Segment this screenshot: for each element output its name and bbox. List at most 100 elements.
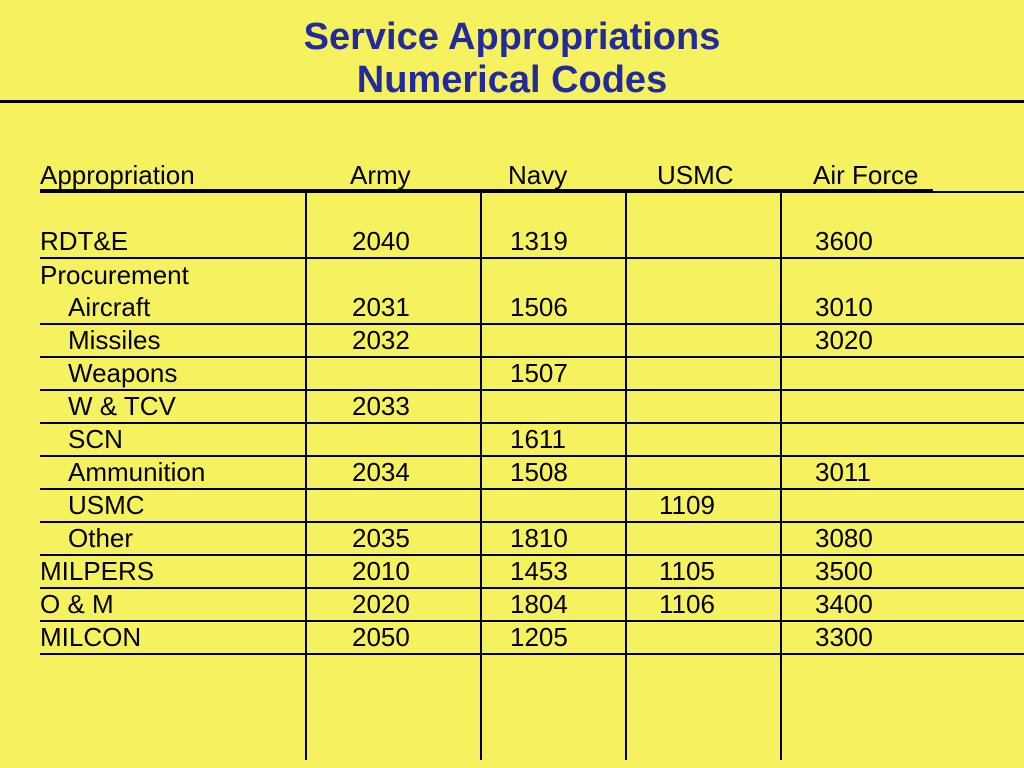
airforce-value-cell <box>780 259 1024 292</box>
table-row: O & M 2020 1804 1106 3400 <box>40 589 1024 622</box>
appropriation-label-cell: Other <box>68 523 134 553</box>
army-value-cell: 2031 <box>305 292 480 323</box>
empty-cell <box>625 655 780 760</box>
usmc-value-cell <box>625 292 780 323</box>
empty-cell <box>480 193 625 226</box>
army-value-cell <box>305 358 480 389</box>
navy-value-cell: 1506 <box>480 292 625 323</box>
usmc-value-cell <box>625 226 780 257</box>
table-row: W & TCV 2033 <box>40 391 1024 424</box>
appropriation-label-cell: RDT&E <box>40 226 129 256</box>
usmc-value-cell <box>625 259 780 292</box>
army-value-cell: 2035 <box>305 523 480 554</box>
table-spacer-row <box>40 655 1024 760</box>
empty-cell <box>780 655 1024 760</box>
army-value-cell: 2020 <box>305 589 480 620</box>
slide-title-line1: Service Appropriations <box>303 16 721 58</box>
table-row: SCN 1611 <box>40 424 1024 457</box>
navy-value-cell <box>480 391 625 422</box>
table-row: Procurement <box>40 259 1024 292</box>
airforce-value-cell: 3400 <box>780 589 1024 620</box>
empty-cell <box>40 193 305 226</box>
appropriation-label-cell: O & M <box>40 589 114 619</box>
usmc-value-cell <box>625 457 780 488</box>
slide-title-line2: Numerical Codes <box>356 58 668 101</box>
navy-value-cell: 1205 <box>480 622 625 653</box>
airforce-value-cell <box>780 358 1024 389</box>
army-value-cell: 2033 <box>305 391 480 422</box>
appropriation-label-cell: SCN <box>68 424 123 454</box>
table-row: Ammunition 2034 1508 3011 <box>40 457 1024 490</box>
table-row: Missiles 2032 3020 <box>40 325 1024 358</box>
header-airforce: Air Force <box>813 160 919 190</box>
table-body: RDT&E 2040 1319 3600 Procurement Aircraf… <box>40 226 1024 655</box>
army-value-cell <box>305 259 480 292</box>
airforce-value-cell: 3600 <box>780 226 1024 257</box>
appropriation-label-cell: USMC <box>68 490 145 520</box>
empty-cell <box>480 655 625 760</box>
airforce-value-cell <box>780 424 1024 455</box>
table-row: USMC 1109 <box>40 490 1024 523</box>
navy-value-cell: 1319 <box>480 226 625 257</box>
army-value-cell: 2050 <box>305 622 480 653</box>
empty-cell <box>305 193 480 226</box>
table-spacer-row <box>40 193 1024 226</box>
empty-cell <box>780 193 1024 226</box>
slide-title: Service Appropriations Numerical Codes <box>0 16 1024 101</box>
army-value-cell: 2040 <box>305 226 480 257</box>
appropriation-label-cell: W & TCV <box>68 391 176 421</box>
empty-cell <box>305 655 480 760</box>
navy-value-cell: 1804 <box>480 589 625 620</box>
empty-cell <box>40 655 305 760</box>
airforce-value-cell: 3300 <box>780 622 1024 653</box>
usmc-value-cell: 1105 <box>625 556 780 587</box>
navy-value-cell: 1453 <box>480 556 625 587</box>
navy-value-cell <box>480 490 625 521</box>
appropriations-table: Appropriation Army Navy USMC Air Force R… <box>40 160 1024 760</box>
table-row: Other 2035 1810 3080 <box>40 523 1024 556</box>
usmc-value-cell <box>625 358 780 389</box>
appropriation-label-cell: Aircraft <box>68 292 151 322</box>
usmc-value-cell <box>625 325 780 356</box>
appropriation-label-cell: Procurement <box>40 260 189 290</box>
usmc-value-cell <box>625 391 780 422</box>
table-header-row: Appropriation Army Navy USMC Air Force <box>40 160 1024 193</box>
header-army: Army <box>350 160 411 190</box>
header-usmc: USMC <box>657 160 734 190</box>
army-value-cell: 2032 <box>305 325 480 356</box>
header-underline <box>40 189 933 191</box>
army-value-cell <box>305 490 480 521</box>
appropriation-label-cell: Ammunition <box>68 457 206 487</box>
navy-value-cell <box>480 325 625 356</box>
army-value-cell: 2034 <box>305 457 480 488</box>
airforce-value-cell: 3500 <box>780 556 1024 587</box>
table-row: MILPERS 2010 1453 1105 3500 <box>40 556 1024 589</box>
airforce-value-cell: 3080 <box>780 523 1024 554</box>
airforce-value-cell <box>780 391 1024 422</box>
appropriation-label-cell: Weapons <box>68 358 178 388</box>
usmc-value-cell <box>625 622 780 653</box>
airforce-value-cell: 3010 <box>780 292 1024 323</box>
appropriation-label-cell: MILCON <box>40 622 142 652</box>
table-row: Weapons 1507 <box>40 358 1024 391</box>
table-row: Aircraft 2031 1506 3010 <box>40 292 1024 325</box>
navy-value-cell: 1507 <box>480 358 625 389</box>
header-appropriation: Appropriation <box>40 160 195 190</box>
army-value-cell <box>305 424 480 455</box>
table-row: RDT&E 2040 1319 3600 <box>40 226 1024 259</box>
navy-value-cell: 1508 <box>480 457 625 488</box>
empty-cell <box>625 193 780 226</box>
usmc-value-cell <box>625 523 780 554</box>
table-row: MILCON 2050 1205 3300 <box>40 622 1024 655</box>
airforce-value-cell: 3011 <box>780 457 1024 488</box>
appropriation-label-cell: MILPERS <box>40 556 155 586</box>
navy-value-cell: 1810 <box>480 523 625 554</box>
header-navy: Navy <box>508 160 568 190</box>
usmc-value-cell: 1109 <box>625 490 780 521</box>
usmc-value-cell <box>625 424 780 455</box>
title-divider-line <box>0 100 1024 103</box>
usmc-value-cell: 1106 <box>625 589 780 620</box>
army-value-cell: 2010 <box>305 556 480 587</box>
airforce-value-cell: 3020 <box>780 325 1024 356</box>
